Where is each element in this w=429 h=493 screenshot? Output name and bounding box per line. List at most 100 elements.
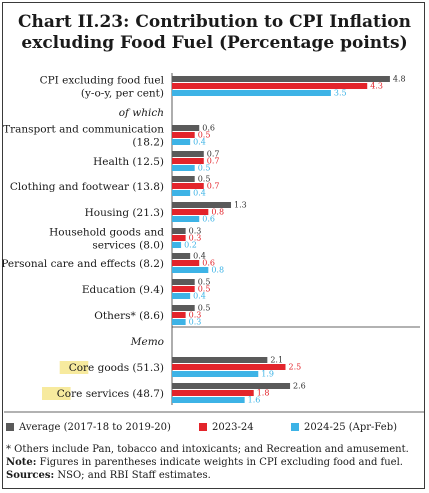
data-label-housing-21-3-series-1: 0.8 xyxy=(211,208,224,217)
bar-cpi-excluding-food-fuel-y-o-y-per-cent-series-0 xyxy=(172,76,390,82)
data-label-household-goods-and-services-8-0-series-2: 0.2 xyxy=(184,241,197,250)
bar-household-goods-and-services-8-0-series-1 xyxy=(172,235,186,241)
bar-education-9-4-series-1 xyxy=(172,286,195,292)
legend-swatch-0 xyxy=(6,423,14,431)
data-label-education-9-4-series-0: 0.5 xyxy=(198,278,211,287)
data-label-clothing-and-footwear-13-8-series-0: 0.5 xyxy=(198,175,211,184)
data-label-clothing-and-footwear-13-8-series-2: 0.4 xyxy=(193,189,206,198)
bar-health-12-5-series-0 xyxy=(172,151,204,157)
data-label-others-8-6-series-1: 0.3 xyxy=(189,311,202,320)
category-label-others-8-6: Others* (8.6) xyxy=(94,310,164,322)
footnote-others: * Others include Pan, tobacco and intoxi… xyxy=(6,444,409,455)
legend-label-1: 2023-24 xyxy=(212,422,254,433)
bar-housing-21-3-series-2 xyxy=(172,216,200,222)
bar-cpi-excluding-food-fuel-y-o-y-per-cent-series-2 xyxy=(172,90,331,96)
bar-clothing-and-footwear-13-8-series-0 xyxy=(172,176,195,182)
bar-personal-care-and-effects-8-2-series-1 xyxy=(172,260,200,266)
category-label-housing-21-3: Housing (21.3) xyxy=(85,207,164,219)
bar-others-8-6-series-0 xyxy=(172,305,195,311)
highlight-mark xyxy=(59,361,89,374)
category-label-transport-and-communication-18-2: Transport and communication xyxy=(3,124,164,136)
bar-others-8-6-series-1 xyxy=(172,312,186,318)
bar-core-goods-51-3-series-1 xyxy=(172,364,286,370)
data-label-cpi-excluding-food-fuel-y-o-y-per-cent-series-1: 4.3 xyxy=(370,82,383,91)
data-label-personal-care-and-effects-8-2-series-1: 0.6 xyxy=(202,259,215,268)
bar-housing-21-3-series-0 xyxy=(172,202,232,208)
chart-title: Chart II.23: Contribution to CPI Inflati… xyxy=(0,12,429,54)
data-label-clothing-and-footwear-13-8-series-1: 0.7 xyxy=(207,182,220,191)
category-label-transport-and-communication-18-2: (18.2) xyxy=(132,137,164,149)
bar-core-services-48-7-series-2 xyxy=(172,397,245,403)
data-label-core-services-48-7-series-1: 1.8 xyxy=(257,389,270,398)
highlight-mark xyxy=(42,387,71,400)
bar-cpi-excluding-food-fuel-y-o-y-per-cent-series-1 xyxy=(172,83,368,89)
bar-transport-and-communication-18-2-series-1 xyxy=(172,132,195,138)
section-header-of-which: of which xyxy=(119,107,164,119)
legend-item-2: 2024-25 (Apr-Feb) xyxy=(291,422,397,433)
bar-core-goods-51-3-series-2 xyxy=(172,371,259,377)
data-label-household-goods-and-services-8-0-series-1: 0.3 xyxy=(189,234,202,243)
data-label-others-8-6-series-0: 0.5 xyxy=(198,304,211,313)
data-label-others-8-6-series-2: 0.3 xyxy=(189,318,202,327)
bar-transport-and-communication-18-2-series-2 xyxy=(172,139,191,145)
data-label-household-goods-and-services-8-0-series-0: 0.3 xyxy=(189,227,202,236)
category-label-cpi-excluding-food-fuel-y-o-y-per-cent: (y-o-y, per cent) xyxy=(81,88,164,100)
category-label-core-services-48-7: Core services (48.7) xyxy=(57,388,164,400)
bar-personal-care-and-effects-8-2-series-2 xyxy=(172,267,209,273)
data-label-transport-and-communication-18-2-series-2: 0.4 xyxy=(193,138,206,147)
data-label-transport-and-communication-18-2-series-1: 0.5 xyxy=(198,131,211,140)
data-label-housing-21-3-series-2: 0.6 xyxy=(202,215,215,224)
category-label-household-goods-and-services-8-0: services (8.0) xyxy=(92,240,164,252)
bar-health-12-5-series-1 xyxy=(172,158,204,164)
data-label-housing-21-3-series-0: 1.3 xyxy=(234,201,247,210)
bar-personal-care-and-effects-8-2-series-0 xyxy=(172,253,191,259)
section-header-memo: Memo xyxy=(130,336,164,348)
chart-legend: Average (2017-18 to 2019-20) 2023-24 2024-… xyxy=(6,422,426,436)
category-label-education-9-4: Education (9.4) xyxy=(82,284,164,296)
bar-education-9-4-series-0 xyxy=(172,279,195,285)
category-label-cpi-excluding-food-fuel-y-o-y-per-cent: CPI excluding food fuel xyxy=(40,75,165,87)
legend-item-0: Average (2017-18 to 2019-20) xyxy=(6,422,171,433)
data-label-personal-care-and-effects-8-2-series-2: 0.8 xyxy=(211,266,224,275)
data-label-core-services-48-7-series-0: 2.6 xyxy=(293,382,306,391)
bar-others-8-6-series-2 xyxy=(172,319,186,325)
chart-frame xyxy=(2,2,425,489)
category-label-clothing-and-footwear-13-8: Clothing and footwear (13.8) xyxy=(10,181,164,193)
data-label-education-9-4-series-2: 0.4 xyxy=(193,292,206,301)
category-label-household-goods-and-services-8-0: Household goods and xyxy=(49,227,164,239)
data-label-education-9-4-series-1: 0.5 xyxy=(198,285,211,294)
bar-clothing-and-footwear-13-8-series-1 xyxy=(172,183,204,189)
bar-education-9-4-series-2 xyxy=(172,293,191,299)
data-label-core-goods-51-3-series-0: 2.1 xyxy=(270,356,283,365)
bar-core-services-48-7-series-1 xyxy=(172,390,254,396)
legend-label-0: Average (2017-18 to 2019-20) xyxy=(19,422,171,433)
bar-core-goods-51-3-series-0 xyxy=(172,357,268,363)
bar-core-services-48-7-series-0 xyxy=(172,383,291,389)
data-label-core-services-48-7-series-2: 1.6 xyxy=(248,396,261,405)
category-label-personal-care-and-effects-8-2: Personal care and effects (8.2) xyxy=(1,258,164,270)
legend-swatch-1 xyxy=(199,423,207,431)
legend-swatch-2 xyxy=(291,423,299,431)
bar-household-goods-and-services-8-0-series-2 xyxy=(172,242,182,248)
category-label-health-12-5: Health (12.5) xyxy=(93,156,164,168)
data-label-personal-care-and-effects-8-2-series-0: 0.4 xyxy=(193,252,206,261)
data-label-cpi-excluding-food-fuel-y-o-y-per-cent-series-2: 3.5 xyxy=(334,89,347,98)
footnote-note: Note: Figures in parentheses indicate we… xyxy=(6,457,403,468)
bar-clothing-and-footwear-13-8-series-2 xyxy=(172,190,191,196)
chart-title-line1: Chart II.23: Contribution to CPI Inflati… xyxy=(18,12,411,32)
bar-household-goods-and-services-8-0-series-0 xyxy=(172,228,186,234)
data-label-health-12-5-series-2: 0.5 xyxy=(198,164,211,173)
category-label-core-goods-51-3: Core goods (51.3) xyxy=(69,362,164,374)
data-label-health-12-5-series-0: 0.7 xyxy=(207,150,220,159)
footnote-sources: Sources: NSO; and RBI Staff estimates. xyxy=(6,470,211,481)
chart-title-line2: excluding Food Fuel (Percentage points) xyxy=(21,33,408,53)
bar-transport-and-communication-18-2-series-0 xyxy=(172,125,200,131)
legend-label-2: 2024-25 (Apr-Feb) xyxy=(304,422,398,433)
data-label-core-goods-51-3-series-1: 2.5 xyxy=(289,363,302,372)
bar-housing-21-3-series-1 xyxy=(172,209,209,215)
data-label-core-goods-51-3-series-2: 1.9 xyxy=(261,370,274,379)
data-label-cpi-excluding-food-fuel-y-o-y-per-cent-series-0: 4.8 xyxy=(393,75,406,84)
chart-footnotes: * Others include Pan, tobacco and intoxi… xyxy=(6,443,424,482)
data-label-health-12-5-series-1: 0.7 xyxy=(207,157,220,166)
